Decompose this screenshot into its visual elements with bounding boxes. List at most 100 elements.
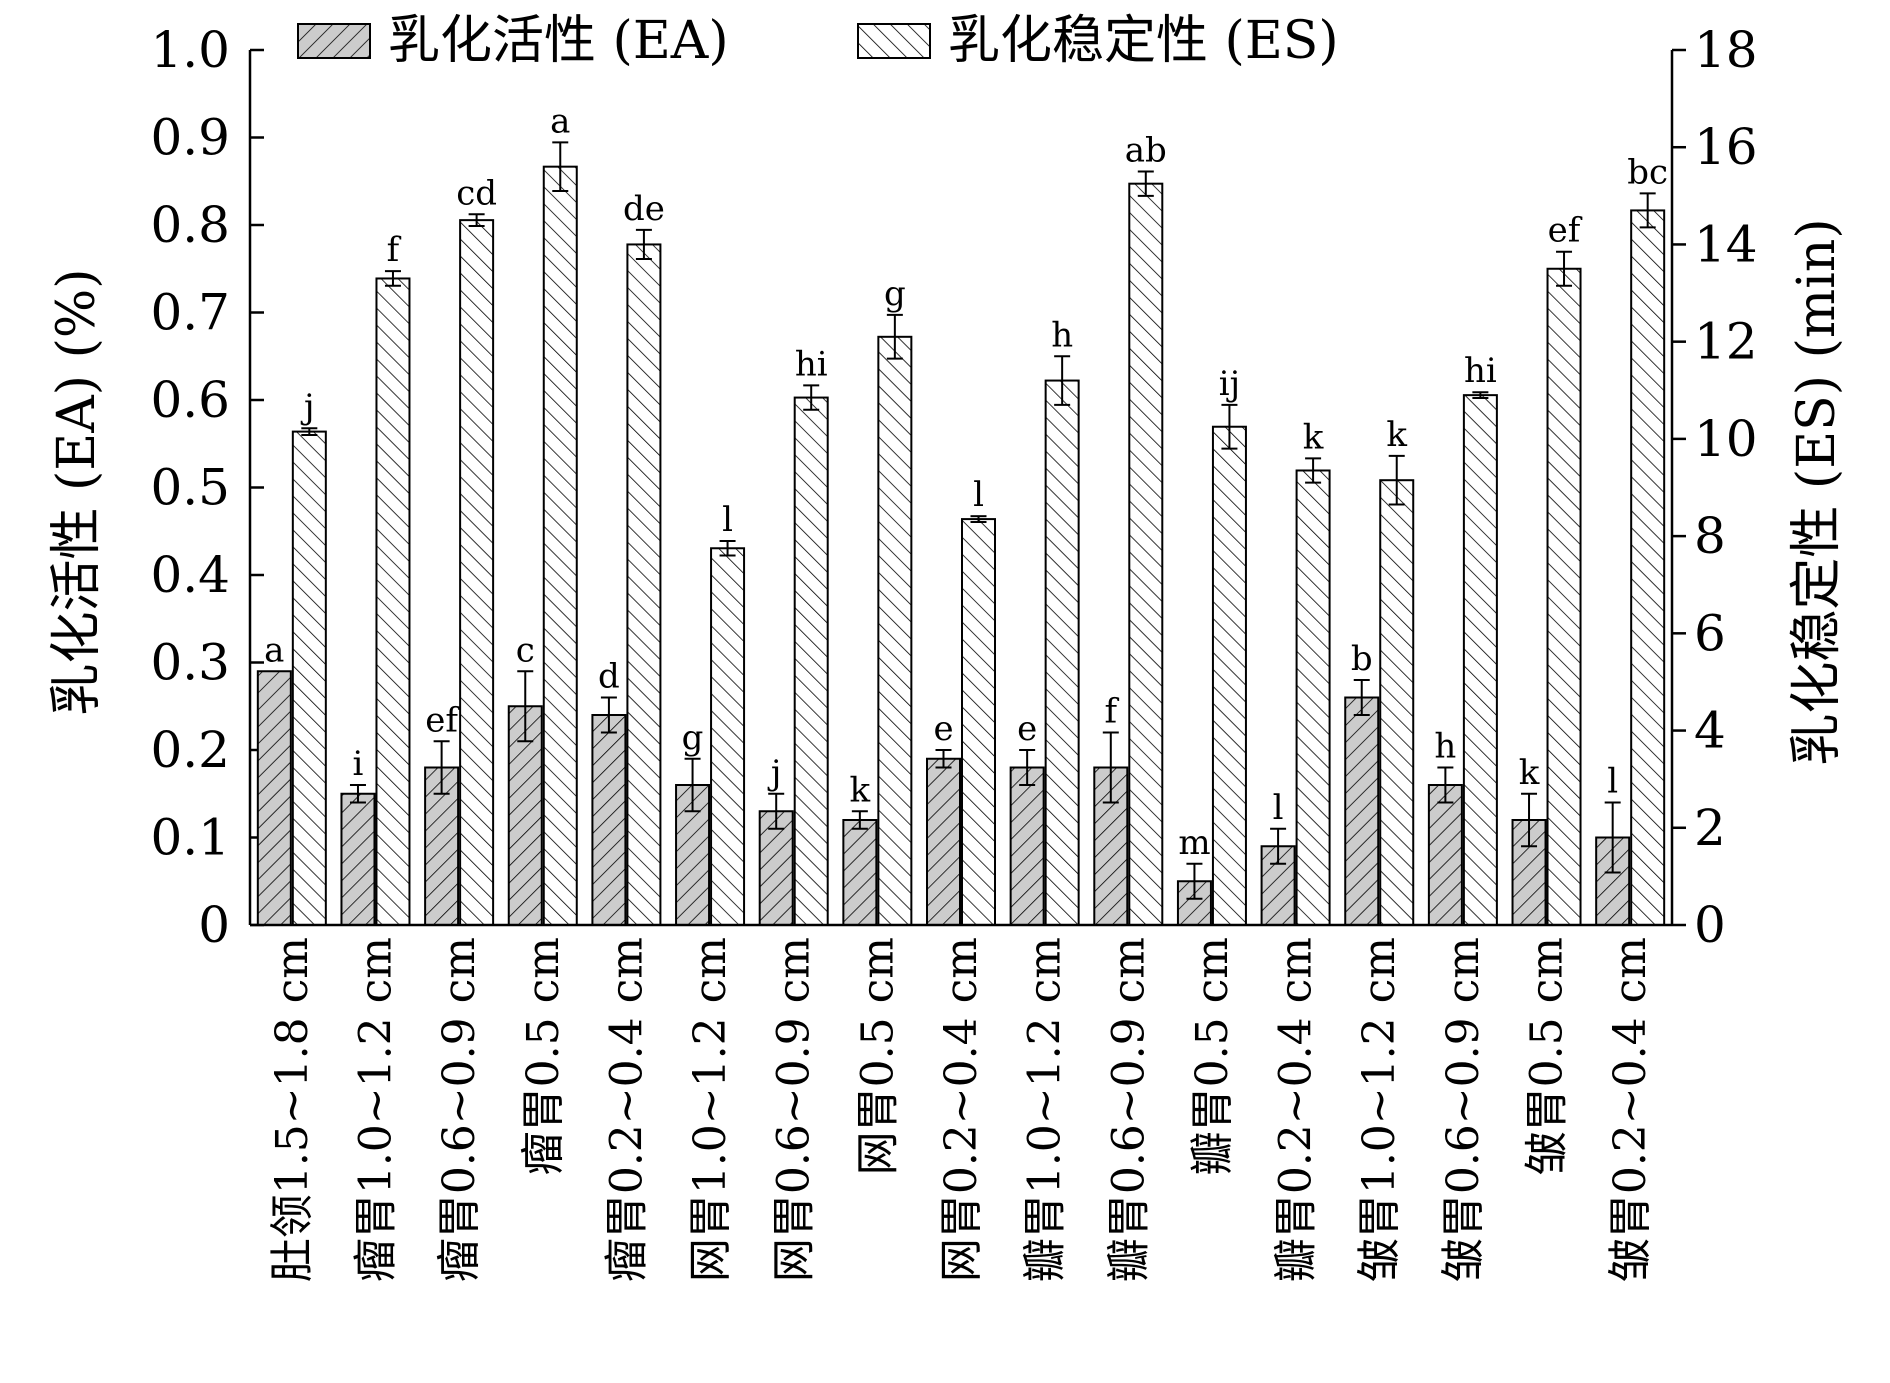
sig-label-ea: l xyxy=(1273,788,1284,828)
bar-es xyxy=(793,396,829,926)
x-category-label: 瓣胃0.2~0.4 cm xyxy=(1271,937,1322,1282)
right-tick-label: 6 xyxy=(1694,604,1726,662)
bar-ea xyxy=(1344,696,1380,926)
left-tick-label: 0.3 xyxy=(150,634,230,692)
right-tick-label: 2 xyxy=(1694,799,1726,857)
legend-swatch-es xyxy=(857,23,931,59)
sig-label-es: l xyxy=(973,475,984,515)
bar-es xyxy=(1630,209,1666,926)
sig-label-es: g xyxy=(884,274,906,314)
bar-es xyxy=(1295,469,1331,926)
sig-label-ea: c xyxy=(516,630,535,670)
bar-ea xyxy=(1427,784,1463,926)
legend-swatch-ea xyxy=(297,23,371,59)
right-tick-label: 0 xyxy=(1694,896,1726,954)
legend: 乳化活性 (EA) 乳化稳定性 (ES) xyxy=(297,11,1339,71)
right-tick-label: 12 xyxy=(1694,313,1758,371)
left-tick-label: 0.8 xyxy=(150,196,230,254)
sig-label-ea: m xyxy=(1178,823,1210,863)
x-category-label: 肚领1.5~1.8 cm xyxy=(267,937,318,1282)
legend-label-ea: 乳化活性 (EA) xyxy=(388,11,729,71)
sig-label-ea: l xyxy=(1607,762,1618,802)
left-axis-title: 乳化活性 (EA) (%) xyxy=(47,268,107,715)
bar-es xyxy=(1044,379,1080,926)
right-tick-label: 8 xyxy=(1694,507,1726,565)
bar-ea xyxy=(1009,766,1045,926)
right-y-axis: 0 2 4 6 8 10 12 14 16 18 xyxy=(1670,21,1758,954)
bar-es xyxy=(542,165,578,926)
right-tick-label: 14 xyxy=(1694,215,1758,273)
sig-label-ea: a xyxy=(264,630,284,670)
bar-es xyxy=(961,518,996,926)
sig-label-es: de xyxy=(623,189,665,229)
x-category-label: 瓣胃1.0~1.2 cm xyxy=(1020,937,1071,1282)
right-tick-label: 16 xyxy=(1694,118,1758,176)
x-category-label: 皱胃0.6~0.9 cm xyxy=(1438,937,1489,1282)
x-category-label: 网胃0.5 cm xyxy=(852,937,903,1175)
sig-label-ea: b xyxy=(1351,639,1373,679)
left-tick-label: 0.4 xyxy=(150,546,230,604)
x-category-label: 瓣胃0.5 cm xyxy=(1187,937,1238,1175)
bar-es xyxy=(626,243,662,926)
sig-label-ea: h xyxy=(1434,727,1456,767)
sig-label-es: hi xyxy=(795,344,828,384)
sig-label-es: hi xyxy=(1464,351,1497,391)
left-tick-label: 0.9 xyxy=(150,109,230,167)
bar-ea xyxy=(842,819,878,926)
bar-es xyxy=(1211,425,1247,926)
sig-label-es: j xyxy=(300,387,315,427)
left-tick-label: 1.0 xyxy=(150,21,230,79)
x-category-label: 瘤胃0.6~0.9 cm xyxy=(434,937,485,1282)
sig-label-es: ij xyxy=(1219,364,1240,404)
sig-label-ea: k xyxy=(1519,753,1540,793)
sig-label-es: ef xyxy=(1548,211,1583,251)
left-tick-label: 0.2 xyxy=(150,721,230,779)
x-category-label: 瘤胃0.2~0.4 cm xyxy=(601,937,652,1282)
sig-label-es: f xyxy=(387,230,402,270)
left-y-axis: 0 0.1 0.2 0.3 0.4 0.5 0.6 0.7 0.8 0.9 1.0 xyxy=(150,21,264,954)
right-tick-label: 10 xyxy=(1694,410,1758,468)
bar-es xyxy=(1379,479,1415,926)
sig-label-es: a xyxy=(550,101,570,141)
sig-label-es: ab xyxy=(1125,131,1167,171)
legend-item-es: 乳化稳定性 (ES) xyxy=(857,11,1339,71)
x-category-label: 瘤胃1.0~1.2 cm xyxy=(350,937,401,1282)
bar-es xyxy=(710,547,746,927)
x-category-label: 网胃0.6~0.9 cm xyxy=(769,937,820,1282)
sig-label-ea: j xyxy=(767,753,782,793)
bar-ea xyxy=(256,670,292,926)
sig-label-ea: d xyxy=(598,657,620,697)
left-tick-label: 0.1 xyxy=(150,809,230,867)
x-axis: 肚领1.5~1.8 cm 瘤胃1.0~1.2 cm 瘤胃0.6~0.9 cm 瘤胃0.… xyxy=(250,923,1672,1282)
sig-label-es: k xyxy=(1386,415,1407,455)
right-tick-label: 18 xyxy=(1694,21,1758,79)
sig-label-ea: i xyxy=(353,744,364,784)
left-tick-label: 0 xyxy=(198,896,230,954)
bar-es xyxy=(291,430,327,926)
bar-es xyxy=(375,277,411,926)
sig-label-es: cd xyxy=(456,173,497,213)
x-category-label: 皱胃0.2~0.4 cm xyxy=(1605,937,1656,1282)
bar-es xyxy=(1546,267,1582,926)
bars-group: a j i f ef cd c a d de g l j hi k g e l e h f ab m ij l k b k h hi k ef… xyxy=(256,101,1668,927)
sig-label-ea: e xyxy=(933,709,953,749)
x-category-label: 瓣胃0.6~0.9 cm xyxy=(1103,937,1154,1282)
x-category-label: 网胃0.2~0.4 cm xyxy=(936,937,987,1282)
bar-ea xyxy=(340,792,376,926)
left-tick-label: 0.6 xyxy=(150,371,230,429)
bar-ea xyxy=(591,714,627,926)
legend-item-ea: 乳化活性 (EA) xyxy=(297,11,729,71)
sig-label-es: k xyxy=(1303,417,1324,457)
x-category-label: 瘤胃0.5 cm xyxy=(518,937,569,1175)
sig-label-ea: g xyxy=(682,718,704,758)
x-category-label: 皱胃1.0~1.2 cm xyxy=(1354,937,1405,1282)
sig-label-ea: ef xyxy=(425,700,460,740)
bar-es xyxy=(1128,182,1164,927)
legend-label-es: 乳化稳定性 (ES) xyxy=(948,11,1339,71)
x-category-label: 网胃1.0~1.2 cm xyxy=(685,937,736,1282)
bar-ea xyxy=(926,757,961,926)
sig-label-es: bc xyxy=(1627,152,1668,192)
right-axis-title: 乳化稳定性 (ES) (min) xyxy=(1787,218,1847,765)
sig-label-es: l xyxy=(722,500,733,540)
